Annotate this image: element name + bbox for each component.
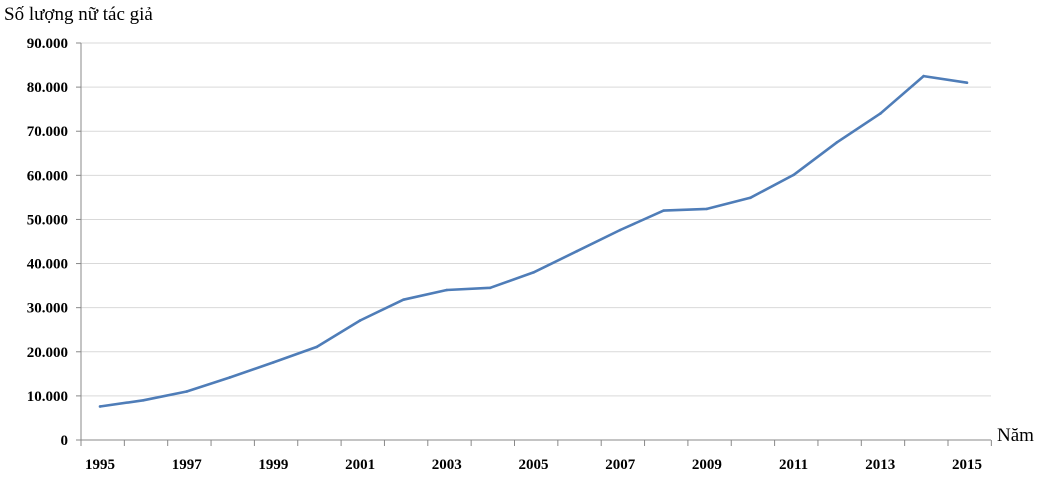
data-point [315, 345, 319, 349]
data-point [228, 376, 232, 379]
y-tick-label: 0 [61, 433, 69, 449]
y-tick-label: 90.000 [27, 36, 68, 52]
data-point [705, 207, 709, 211]
x-tick-label: 2011 [779, 457, 808, 473]
x-axis-label: Năm [997, 425, 1034, 446]
x-tick-label: 1999 [258, 457, 288, 473]
x-tick-label: 2009 [692, 457, 722, 473]
data-point [532, 271, 535, 274]
x-tick-label: 2007 [605, 457, 636, 473]
gridlines [81, 42, 991, 397]
data-point [402, 298, 405, 302]
data-point [488, 286, 492, 290]
series-group [98, 74, 969, 408]
series-line [99, 74, 968, 408]
data-point [445, 288, 449, 292]
data-point [748, 196, 752, 200]
axes [76, 42, 992, 446]
x-tick-label: 1997 [172, 457, 203, 473]
data-point [358, 319, 362, 322]
data-point [662, 209, 665, 212]
data-point [792, 173, 795, 177]
data-point [618, 228, 622, 232]
y-tick-label: 70.000 [27, 124, 68, 140]
y-tick-label: 40.000 [27, 257, 68, 273]
y-tick-label: 50.000 [27, 212, 68, 228]
data-point [142, 399, 145, 402]
data-point [272, 361, 275, 364]
data-point [835, 140, 839, 144]
data-point [879, 112, 882, 115]
data-point [98, 405, 102, 408]
y-tick-label: 60.000 [27, 168, 68, 184]
y-tick-label: 20.000 [27, 345, 68, 361]
data-point [965, 81, 969, 84]
y-tick-label: 30.000 [27, 301, 68, 317]
y-tick-label: 10.000 [27, 389, 68, 405]
x-tick-label: 2003 [432, 457, 462, 473]
x-tick-label: 2001 [345, 457, 375, 473]
y-tick-label: 80.000 [27, 80, 68, 96]
x-tick-labels: 1995 1997 1999 2001 2003 2005 2007 2009 2011 2013… [85, 457, 982, 473]
y-axis-label: Số lượng nữ tác giả [4, 4, 153, 25]
y-tick-labels: 0 10.000 20.000 30.000 40.000 50.000 60.000 70.… [27, 36, 68, 449]
data-point [185, 390, 188, 393]
data-point [922, 74, 925, 78]
data-point [575, 249, 579, 253]
x-tick-label: 2013 [865, 457, 895, 473]
x-tick-label: 2015 [952, 457, 982, 473]
x-tick-label: 2005 [519, 457, 549, 473]
x-tick-label: 1995 [85, 457, 115, 473]
